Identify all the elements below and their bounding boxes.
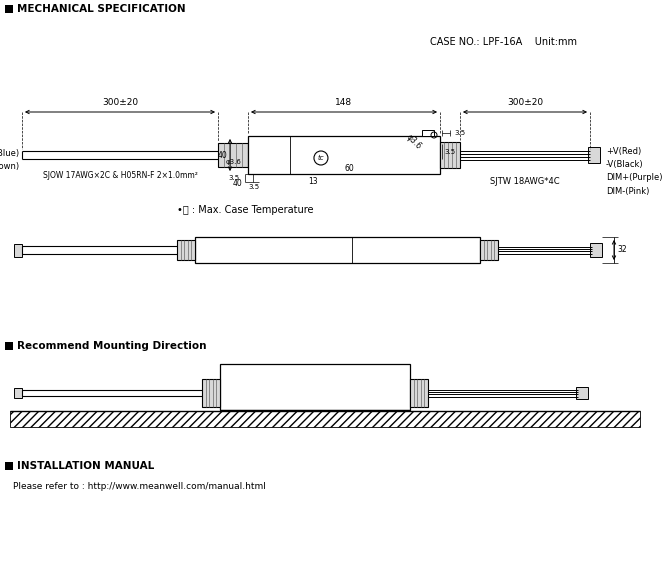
Bar: [14, 388, 22, 398]
Bar: [410, 379, 428, 407]
Text: tc: tc: [318, 155, 324, 161]
Text: •Ⓝ : Max. Case Temperature: •Ⓝ : Max. Case Temperature: [177, 205, 314, 215]
Text: 3.5: 3.5: [454, 130, 465, 136]
Bar: [10, 411, 640, 427]
Text: 3.5: 3.5: [444, 149, 455, 155]
Bar: [248, 136, 440, 174]
Text: 3.5: 3.5: [229, 175, 240, 181]
Bar: [440, 142, 460, 168]
Bar: [14, 244, 22, 257]
Bar: [218, 143, 248, 167]
Bar: [5, 5, 13, 13]
Text: φ3.6: φ3.6: [226, 159, 242, 165]
Text: 13: 13: [308, 177, 318, 186]
Text: INSTALLATION MANUAL: INSTALLATION MANUAL: [17, 461, 154, 471]
Bar: [422, 130, 434, 136]
Text: 300±20: 300±20: [102, 98, 138, 107]
Text: 40: 40: [218, 151, 228, 160]
Bar: [195, 237, 480, 263]
Bar: [480, 240, 498, 260]
Text: SJTW 18AWG*4C: SJTW 18AWG*4C: [490, 177, 560, 186]
Text: 32: 32: [617, 245, 626, 254]
Text: +V(Red)
-V(Black)
DIM+(Purple)
DIM-(Pink): +V(Red) -V(Black) DIM+(Purple) DIM-(Pink…: [606, 147, 663, 195]
Text: SJOW 17AWG×2C & H05RN-F 2×1.0mm²: SJOW 17AWG×2C & H05RN-F 2×1.0mm²: [43, 171, 198, 180]
Text: Please refer to : http://www.meanwell.com/manual.html: Please refer to : http://www.meanwell.co…: [13, 482, 266, 491]
Text: 148: 148: [336, 98, 352, 107]
Bar: [177, 240, 195, 260]
Text: MECHANICAL SPECIFICATION: MECHANICAL SPECIFICATION: [17, 4, 186, 14]
Bar: [576, 387, 588, 399]
Text: AC/N(Blue)
AC/L(Brown): AC/N(Blue) AC/L(Brown): [0, 149, 20, 170]
Text: φ3.6: φ3.6: [405, 133, 423, 151]
Text: 3.5: 3.5: [249, 184, 259, 190]
Text: Recommend Mounting Direction: Recommend Mounting Direction: [17, 341, 206, 351]
Text: 40: 40: [232, 178, 242, 187]
Bar: [590, 243, 602, 257]
Text: 60: 60: [344, 164, 354, 173]
Bar: [5, 342, 13, 350]
Text: CASE NO.: LPF-16A    Unit:mm: CASE NO.: LPF-16A Unit:mm: [430, 37, 577, 47]
Bar: [202, 379, 220, 407]
Text: 300±20: 300±20: [507, 98, 543, 107]
Bar: [588, 147, 600, 163]
Bar: [5, 462, 13, 470]
Bar: [220, 364, 410, 410]
